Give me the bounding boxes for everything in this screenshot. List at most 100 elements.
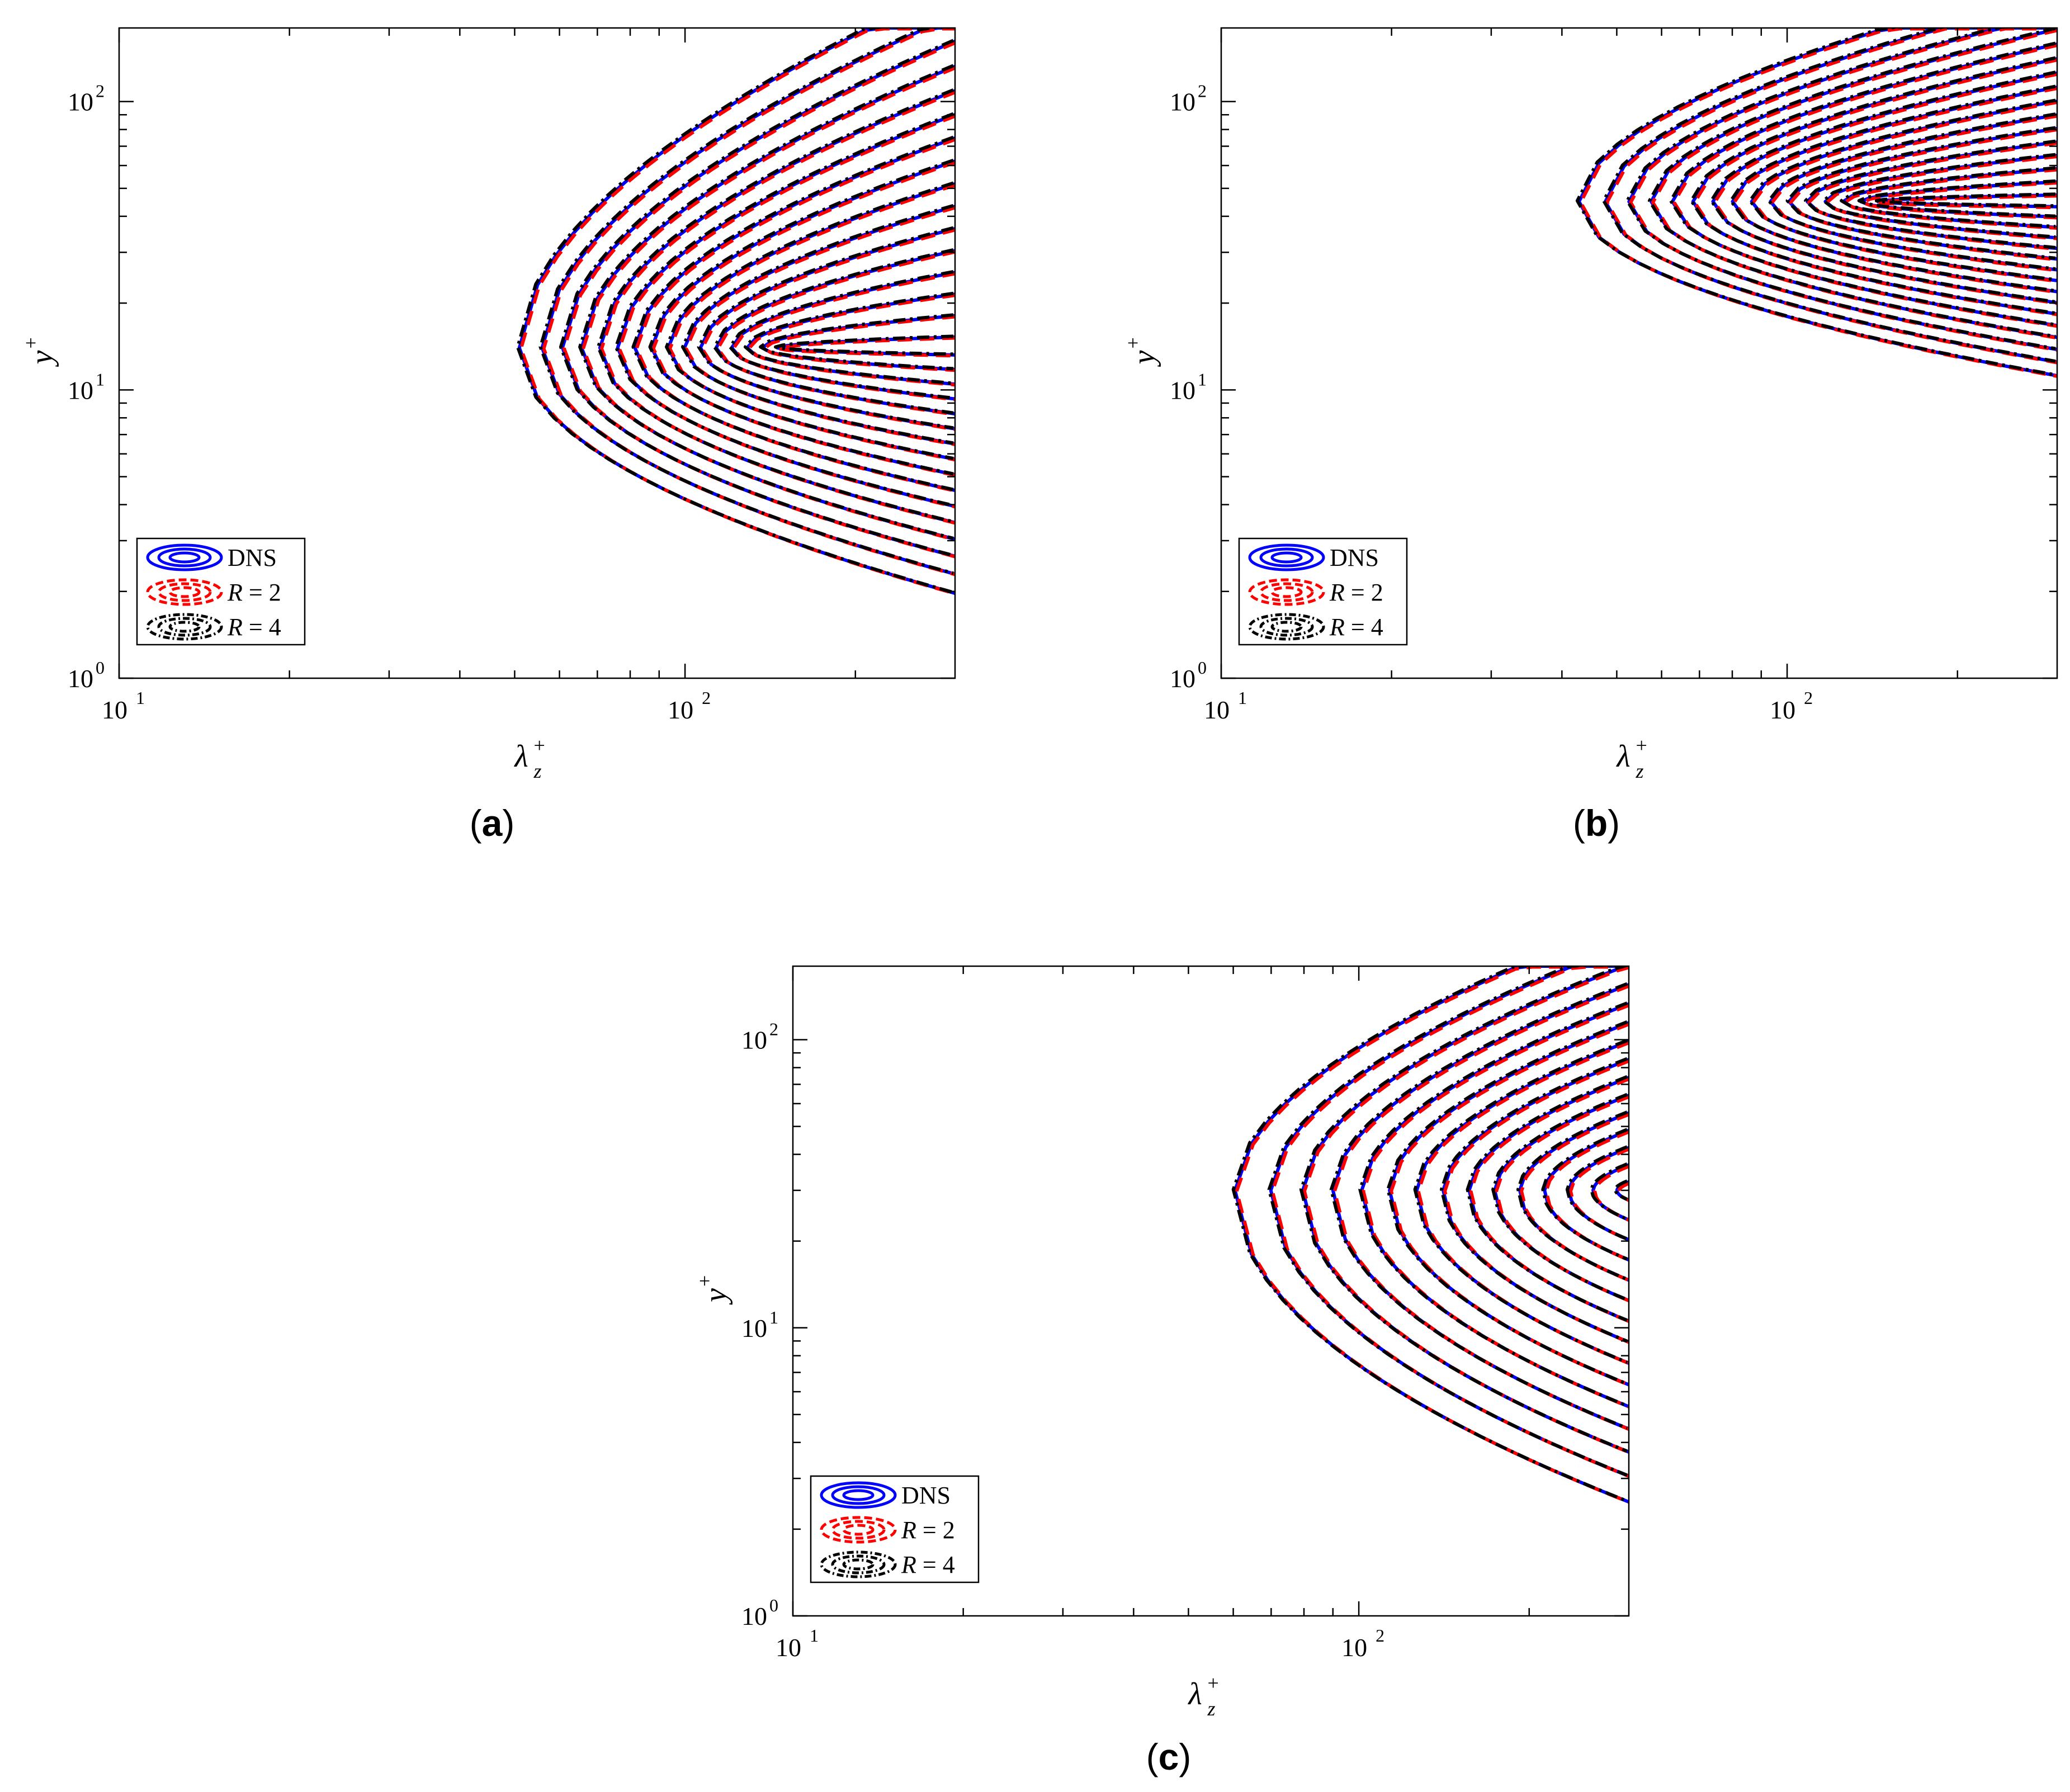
- contour-R4-level-7: [1709, 70, 2056, 304]
- contour-R4-level-13: [1565, 1145, 1628, 1241]
- x-axis-label-sup: +: [1208, 1672, 1219, 1694]
- legend-swatch-R4-icon: [820, 1550, 897, 1578]
- contour-R4-level-5: [596, 88, 954, 524]
- legend-label-R4: R = 4: [1329, 613, 1383, 641]
- y-tick-label: 10: [741, 1314, 767, 1342]
- contour-R4-level-10: [1491, 1093, 1628, 1302]
- y-tick-label: 10: [741, 1602, 767, 1630]
- contour-R4-level-10: [1767, 112, 2056, 271]
- contour-R4-level-15: [1857, 179, 2056, 218]
- contour-R4-level-2: [1602, 28, 2056, 363]
- contour-R4-level-4: [578, 64, 954, 540]
- y-axis-label-sup: +: [693, 1275, 716, 1287]
- x-tick-exponent: 2: [1376, 1625, 1384, 1646]
- contour-R2-level-7: [1416, 1041, 1629, 1365]
- y-tick-label: 10: [68, 664, 93, 693]
- contour-R2-level-8: [1443, 1059, 1629, 1344]
- y-tick-exponent: 0: [96, 658, 105, 678]
- x-axis-label-sub: z: [1636, 760, 1644, 782]
- legend-swatch-R2-icon: [1248, 578, 1325, 606]
- x-tick-exponent: 1: [810, 1625, 819, 1646]
- x-tick-label: 10: [776, 1633, 801, 1662]
- contour-R4-level-2: [538, 28, 954, 575]
- x-tick-exponent: 2: [1804, 688, 1813, 708]
- contour-R4-level-1: [1231, 966, 1628, 1503]
- x-tick-label: 10: [102, 696, 127, 724]
- legend-label-DNS: DNS: [228, 544, 277, 571]
- contour-R4-level-5: [1669, 41, 2056, 327]
- panel-caption-a: (a): [470, 802, 515, 844]
- contour-R4-level-9: [1466, 1075, 1628, 1322]
- contour-group: [1231, 966, 1629, 1504]
- contour-R4-level-2: [1267, 966, 1628, 1477]
- y-tick-exponent: 0: [769, 1595, 778, 1615]
- contour-R4-level-12: [1541, 1128, 1628, 1261]
- contour-R4-level-14: [1590, 1162, 1628, 1221]
- contour-R4-level-15: [759, 313, 954, 371]
- legend-label-R2: R = 2: [901, 1516, 955, 1544]
- legend: DNS R = 2 R = 4: [136, 537, 306, 646]
- contour-group: [516, 28, 955, 595]
- contour-R4-level-16: [774, 334, 954, 356]
- contour-R4-level-5: [1358, 1001, 1628, 1407]
- legend-swatch-DNS-icon: [1248, 543, 1325, 571]
- contour-R4-level-9: [1748, 98, 2056, 282]
- y-axis-label: y: [25, 351, 59, 367]
- contour-R2-level-6: [1693, 58, 2057, 316]
- x-axis-label-sup: +: [534, 734, 545, 756]
- contour-R2-level-14: [1593, 1164, 1629, 1222]
- x-axis-label: λ: [1616, 739, 1631, 774]
- legend: DNS R = 2 R = 4: [810, 1475, 980, 1583]
- y-tick-exponent: 0: [1198, 658, 1207, 678]
- contour-R2-level-1: [1235, 966, 1629, 1504]
- y-axis-label-group: y+: [693, 1275, 733, 1305]
- contour-R4-level-7: [631, 135, 954, 491]
- contour-R4-level-16: [1874, 192, 2056, 208]
- contour-R2-level-5: [599, 90, 955, 525]
- x-tick-label: 10: [1341, 1633, 1367, 1662]
- contour-R4-level-14: [1840, 166, 2056, 229]
- y-tick-exponent: 1: [769, 1307, 778, 1327]
- y-axis-label: y: [698, 1288, 733, 1305]
- contour-R2-level-7: [635, 138, 955, 493]
- y-axis-label-sup: +: [20, 337, 42, 348]
- x-tick-label: 10: [1770, 696, 1795, 724]
- contour-R4-level-10: [681, 204, 954, 445]
- x-tick-exponent: 2: [702, 688, 711, 708]
- y-axis-label: y: [1127, 351, 1161, 367]
- x-tick-exponent: 1: [1238, 688, 1247, 708]
- contour-R2-level-4: [1651, 29, 2057, 340]
- x-axis-label-sub: z: [533, 760, 542, 782]
- y-axis-label-sup: +: [1122, 337, 1144, 348]
- contour-R2-level-13: [731, 272, 955, 401]
- y-tick-label: 10: [1170, 664, 1195, 693]
- contour-R2-level-11: [1789, 127, 2057, 262]
- y-tick-label: 10: [1170, 376, 1195, 404]
- contour-group: [1575, 28, 2057, 378]
- x-tick-exponent: 1: [136, 688, 145, 708]
- panel-caption-b: (b): [1573, 802, 1620, 844]
- y-axis-label-group: y+: [20, 337, 59, 367]
- y-tick-label: 10: [68, 88, 93, 116]
- legend-swatch-R2-icon: [820, 1516, 897, 1544]
- legend-label-R2: R = 2: [227, 579, 281, 606]
- y-tick-exponent: 1: [96, 369, 105, 389]
- contour-R4-level-7: [1413, 1039, 1628, 1364]
- axes-box: [1220, 27, 2058, 679]
- contour-R4-level-1: [516, 28, 954, 594]
- contour-R2-level-16: [1878, 194, 2057, 210]
- contour-R2-level-5: [1672, 44, 2057, 328]
- contour-R4-level-6: [1689, 56, 2056, 315]
- contour-R4-level-11: [697, 226, 954, 430]
- contour-R4-level-3: [559, 39, 954, 557]
- contour-R4-level-6: [1386, 1020, 1628, 1386]
- contour-R4-level-8: [1729, 84, 2056, 293]
- y-tick-label: 10: [1170, 88, 1195, 116]
- contour-R2-level-11: [700, 228, 955, 431]
